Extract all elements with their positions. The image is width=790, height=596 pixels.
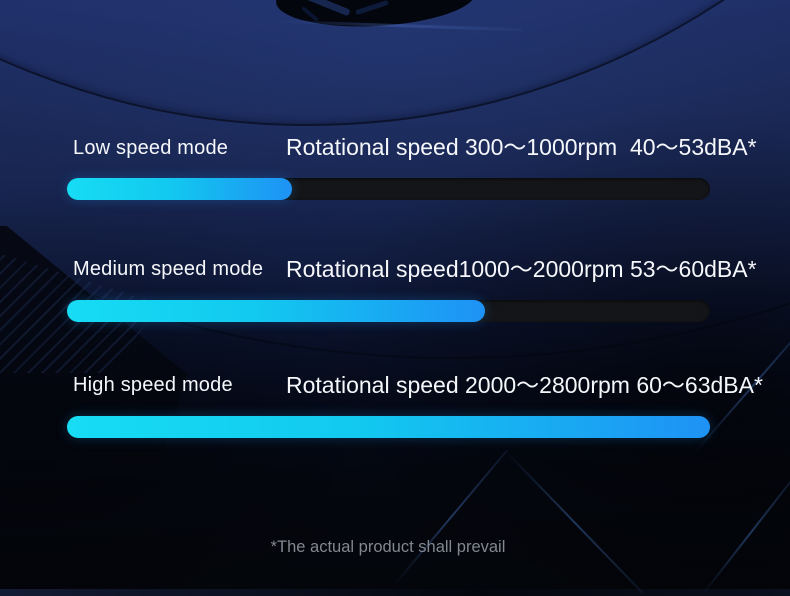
footnote: *The actual product shall prevail bbox=[270, 538, 506, 556]
bottom-edge-strip bbox=[0, 589, 790, 596]
mode-label: Low speed mode bbox=[73, 137, 229, 159]
mode-spec: Rotational speed 300～1000rpm 40～53dBA* bbox=[286, 134, 757, 160]
speed-bar-fill bbox=[67, 416, 710, 438]
mode-label: Medium speed mode bbox=[73, 258, 264, 280]
pcb-edge-highlight bbox=[504, 450, 644, 594]
speed-bar-fill bbox=[67, 178, 293, 200]
speed-bar-track bbox=[67, 416, 710, 438]
speed-bar-fill bbox=[67, 300, 485, 322]
speed-bar-track bbox=[67, 300, 710, 322]
mode-spec: Rotational speed 2000～2800rpm 60～63dBA* bbox=[286, 372, 763, 398]
pcb-edge-highlight bbox=[392, 449, 508, 588]
pcb-edge-highlight bbox=[700, 469, 790, 596]
mode-label: High speed mode bbox=[73, 374, 233, 396]
mode-spec: Rotational speed1000～2000rpm 53～60dBA* bbox=[286, 256, 757, 282]
speed-bar-track bbox=[67, 178, 710, 200]
